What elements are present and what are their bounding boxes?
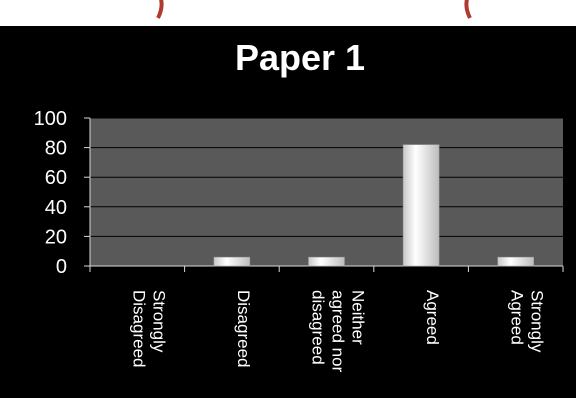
category-label: Strongly [528,290,547,353]
chart-title: Paper 1 [235,37,365,78]
category-label: agreed nor [329,290,348,373]
category-label: Neither [349,290,368,345]
bar [308,256,345,267]
category-label: Agreed [508,290,527,345]
category-label: Agreed [423,290,442,345]
bar [402,144,440,267]
y-tick-label: 20 [45,226,67,248]
category-label: Strongly [149,290,168,353]
plot-area [90,118,563,266]
chart-frame: Paper 1 0 20 40 60 80 100 Strongly Disagreed Disa… [0,26,576,398]
category-label: Disagreed [129,290,148,368]
category-label: disagreed [309,290,328,365]
category-label: Disagreed [234,290,253,368]
bar [213,256,251,267]
y-tick-label: 100 [34,108,67,130]
y-tick-label: 0 [56,256,67,278]
top-strip [0,0,576,26]
y-tick-label: 80 [45,138,67,160]
cropped-header-text [156,0,472,19]
bar [497,256,534,267]
y-tick-label: 40 [45,197,67,219]
y-tick-label: 60 [45,167,67,189]
